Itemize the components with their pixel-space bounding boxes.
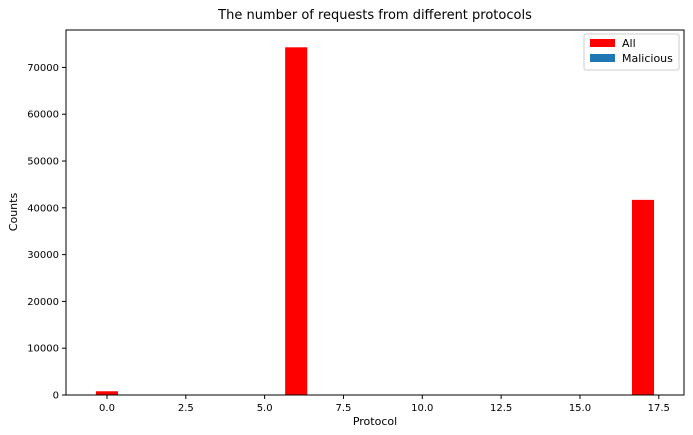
chart-title: The number of requests from different pr… — [217, 8, 532, 23]
x-axis: 0.0 2.5 5.0 7.5 10.0 12.5 15.0 17.5 — [99, 395, 670, 414]
legend-swatch-malicious — [590, 54, 615, 62]
plot-frame — [65, 29, 685, 396]
x-tick-label: 7.5 — [336, 403, 352, 414]
legend: All Malicious — [583, 33, 680, 71]
x-tick-label: 2.5 — [178, 403, 194, 414]
legend-label-malicious: Malicious — [622, 52, 673, 65]
bar-all-1 — [285, 47, 308, 396]
x-tick-label: 0.0 — [99, 403, 115, 414]
y-tick-label: 0 — [53, 391, 59, 402]
bar-all-2 — [631, 199, 655, 395]
bar-all-0 — [95, 391, 119, 395]
x-tick-label: 17.5 — [648, 403, 670, 414]
y-tick-label: 70000 — [27, 63, 59, 74]
x-axis-label: Protocol — [353, 415, 397, 428]
y-tick-label: 20000 — [27, 297, 59, 308]
y-axis: 0 10000 20000 30000 40000 50000 60000 70000 — [27, 63, 66, 402]
legend-swatch-all — [590, 39, 615, 47]
y-tick-label: 40000 — [27, 203, 59, 214]
y-tick-label: 10000 — [27, 344, 59, 355]
y-tick-label: 30000 — [27, 250, 59, 261]
y-tick-label: 60000 — [27, 110, 59, 121]
x-tick-label: 10.0 — [411, 403, 433, 414]
x-tick-label: 15.0 — [569, 403, 591, 414]
plot-area — [95, 47, 655, 396]
x-tick-label: 5.0 — [257, 403, 273, 414]
y-axis-label: Counts — [7, 193, 20, 232]
y-tick-label: 50000 — [27, 157, 59, 168]
x-tick-label: 12.5 — [490, 403, 512, 414]
legend-label-all: All — [622, 37, 636, 50]
